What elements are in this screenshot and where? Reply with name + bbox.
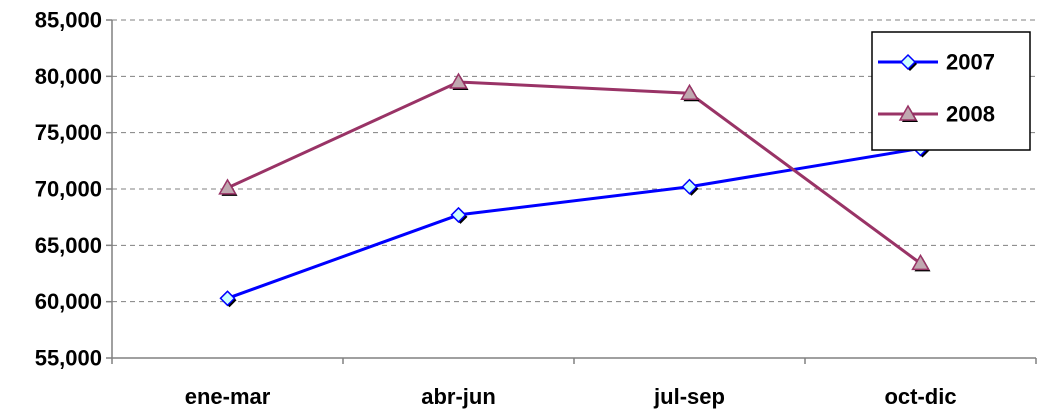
legend-marker-2007 <box>899 53 917 71</box>
legend-marker-2008-shape <box>898 104 918 121</box>
y-axis-ticks: 55,000 60,000 65,000 70,000 75,000 80,000 85,0… <box>35 8 112 371</box>
y-tick-label-6: 85,000 <box>35 8 102 33</box>
point-2008-oct-dic <box>911 253 931 272</box>
point-2007-ene-mar-shape <box>219 290 236 307</box>
legend-label-2008: 2008 <box>946 102 995 127</box>
legend-marker-2008 <box>898 104 918 122</box>
legend-label-2007: 2007 <box>946 50 995 75</box>
point-2007-ene-mar <box>219 290 237 308</box>
point-2008-abr-jun-shape <box>449 72 468 89</box>
point-2007-jul-sep-shape <box>681 178 698 195</box>
x-tick-label-oct-dic: oct-dic <box>884 384 956 409</box>
y-tick-label-2: 65,000 <box>35 233 102 258</box>
point-2008-jul-sep-shape <box>680 83 699 100</box>
gridlines <box>112 19 1036 303</box>
x-tick-label-ene-mar: ene-mar <box>185 384 271 409</box>
y-tick-label-1: 60,000 <box>35 289 102 314</box>
x-tick-label-abr-jun: abr-jun <box>421 384 496 409</box>
legend-box <box>871 31 1031 151</box>
y-tick-label-4: 75,000 <box>35 120 102 145</box>
point-2007-abr-jun <box>450 206 468 224</box>
series-group <box>218 72 931 308</box>
series-line-2008 <box>226 80 922 265</box>
legend: 2007 2008 <box>871 31 1031 151</box>
y-tick-label-3: 70,000 <box>35 177 102 202</box>
legend-marker-2007-shape <box>899 53 917 71</box>
point-2007-abr-jun-shape <box>450 206 467 223</box>
point-2008-oct-dic-shape <box>911 253 930 271</box>
point-2008-jul-sep <box>680 83 700 102</box>
x-axis-ticks: ene-mar abr-jun jul-sep oct-dic <box>111 358 1037 409</box>
series-line-2007 <box>226 146 921 300</box>
y-tick-label-5: 80,000 <box>35 64 102 89</box>
point-2007-jul-sep <box>681 178 699 196</box>
x-tick-label-jul-sep: jul-sep <box>653 384 725 409</box>
point-2008-ene-mar <box>218 178 238 196</box>
point-2008-abr-jun <box>449 72 469 90</box>
y-tick-label-0: 55,000 <box>35 346 102 371</box>
point-2008-ene-mar-shape <box>218 178 237 195</box>
